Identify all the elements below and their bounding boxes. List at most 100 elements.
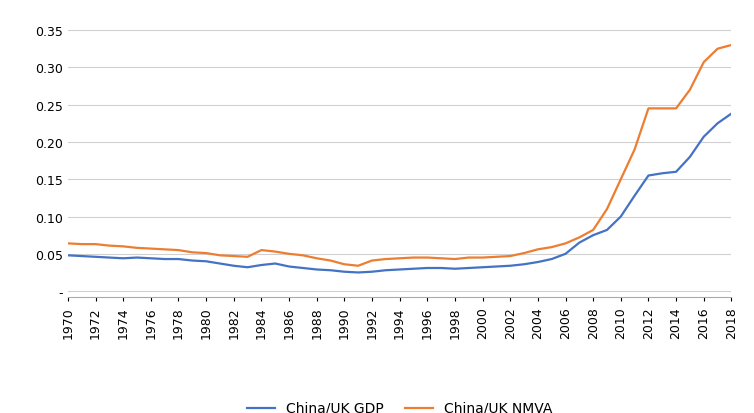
China/UK GDP bbox=[243, 265, 252, 270]
China/UK NMVA bbox=[630, 147, 639, 152]
China/UK NMVA bbox=[713, 47, 722, 52]
China/UK NMVA bbox=[299, 253, 308, 258]
China/UK NMVA bbox=[575, 235, 584, 240]
China/UK GDP bbox=[533, 260, 542, 265]
China/UK NMVA bbox=[133, 246, 142, 251]
China/UK NMVA bbox=[437, 256, 446, 261]
China/UK GDP bbox=[105, 256, 114, 261]
China/UK NMVA bbox=[657, 107, 667, 112]
China/UK NMVA bbox=[146, 247, 155, 252]
China/UK GDP bbox=[561, 252, 570, 257]
China/UK GDP bbox=[409, 267, 418, 272]
China/UK NMVA bbox=[312, 256, 321, 261]
China/UK NMVA bbox=[257, 248, 266, 253]
China/UK GDP bbox=[284, 264, 293, 269]
China/UK NMVA bbox=[105, 244, 114, 249]
China/UK GDP bbox=[188, 259, 197, 263]
China/UK NMVA bbox=[423, 256, 432, 261]
China/UK GDP bbox=[160, 257, 169, 262]
China/UK NMVA bbox=[340, 262, 349, 267]
China/UK NMVA bbox=[589, 228, 598, 233]
China/UK GDP bbox=[395, 267, 404, 272]
China/UK GDP bbox=[216, 261, 225, 266]
China/UK GDP bbox=[340, 270, 349, 275]
China/UK NMVA bbox=[91, 242, 100, 247]
China/UK NMVA bbox=[727, 43, 736, 48]
China/UK GDP bbox=[229, 263, 238, 268]
China/UK GDP bbox=[63, 253, 72, 258]
China/UK NMVA bbox=[464, 256, 474, 261]
China/UK NMVA bbox=[201, 251, 210, 256]
China/UK GDP bbox=[547, 257, 556, 262]
China/UK GDP bbox=[630, 194, 639, 199]
China/UK NMVA bbox=[216, 253, 225, 258]
China/UK GDP bbox=[271, 261, 280, 266]
China/UK NMVA bbox=[492, 255, 501, 260]
China/UK NMVA bbox=[77, 242, 86, 247]
China/UK NMVA bbox=[547, 245, 556, 250]
China/UK GDP bbox=[201, 259, 210, 264]
China/UK GDP bbox=[91, 255, 100, 260]
China/UK GDP bbox=[478, 265, 487, 270]
China/UK NMVA bbox=[699, 61, 708, 66]
China/UK GDP bbox=[423, 266, 432, 271]
China/UK NMVA bbox=[160, 247, 169, 252]
China/UK GDP bbox=[699, 135, 708, 140]
China/UK NMVA bbox=[616, 177, 625, 182]
China/UK NMVA bbox=[382, 257, 391, 262]
China/UK NMVA bbox=[520, 251, 529, 256]
China/UK GDP bbox=[713, 121, 722, 126]
China/UK NMVA bbox=[450, 257, 459, 262]
China/UK NMVA bbox=[118, 244, 127, 249]
China/UK GDP bbox=[602, 228, 611, 233]
Line: China/UK NMVA: China/UK NMVA bbox=[68, 46, 731, 266]
China/UK NMVA bbox=[63, 241, 72, 246]
China/UK GDP bbox=[146, 256, 155, 261]
China/UK GDP bbox=[520, 262, 529, 267]
China/UK GDP bbox=[589, 233, 598, 238]
China/UK NMVA bbox=[367, 259, 376, 263]
China/UK GDP bbox=[450, 267, 459, 272]
China/UK NMVA bbox=[271, 249, 280, 254]
China/UK GDP bbox=[174, 257, 183, 262]
China/UK GDP bbox=[326, 268, 335, 273]
China/UK GDP bbox=[727, 112, 736, 117]
China/UK GDP bbox=[118, 256, 127, 261]
China/UK GDP bbox=[77, 254, 86, 259]
China/UK GDP bbox=[133, 256, 142, 261]
China/UK GDP bbox=[312, 267, 321, 272]
China/UK GDP bbox=[382, 268, 391, 273]
China/UK NMVA bbox=[174, 248, 183, 253]
China/UK GDP bbox=[616, 214, 625, 219]
China/UK NMVA bbox=[284, 252, 293, 257]
China/UK GDP bbox=[437, 266, 446, 271]
China/UK GDP bbox=[257, 263, 266, 268]
China/UK GDP bbox=[464, 266, 474, 271]
China/UK NMVA bbox=[602, 207, 611, 212]
China/UK NMVA bbox=[409, 256, 418, 261]
China/UK GDP bbox=[685, 155, 694, 160]
Line: China/UK GDP: China/UK GDP bbox=[68, 114, 731, 273]
Legend: China/UK GDP, China/UK NMVA: China/UK GDP, China/UK NMVA bbox=[242, 396, 557, 413]
China/UK NMVA bbox=[561, 241, 570, 246]
China/UK NMVA bbox=[188, 250, 197, 255]
China/UK NMVA bbox=[685, 88, 694, 93]
China/UK GDP bbox=[672, 170, 681, 175]
China/UK NMVA bbox=[533, 247, 542, 252]
China/UK NMVA bbox=[672, 107, 681, 112]
China/UK NMVA bbox=[243, 255, 252, 260]
China/UK NMVA bbox=[478, 256, 487, 261]
China/UK NMVA bbox=[644, 107, 653, 112]
China/UK GDP bbox=[492, 264, 501, 269]
China/UK GDP bbox=[506, 263, 515, 268]
China/UK NMVA bbox=[395, 256, 404, 261]
China/UK NMVA bbox=[506, 254, 515, 259]
China/UK GDP bbox=[644, 173, 653, 178]
China/UK GDP bbox=[299, 266, 308, 271]
China/UK GDP bbox=[657, 171, 667, 176]
China/UK NMVA bbox=[229, 254, 238, 259]
China/UK GDP bbox=[575, 240, 584, 245]
China/UK NMVA bbox=[354, 263, 363, 268]
China/UK NMVA bbox=[326, 259, 335, 263]
China/UK GDP bbox=[367, 270, 376, 275]
